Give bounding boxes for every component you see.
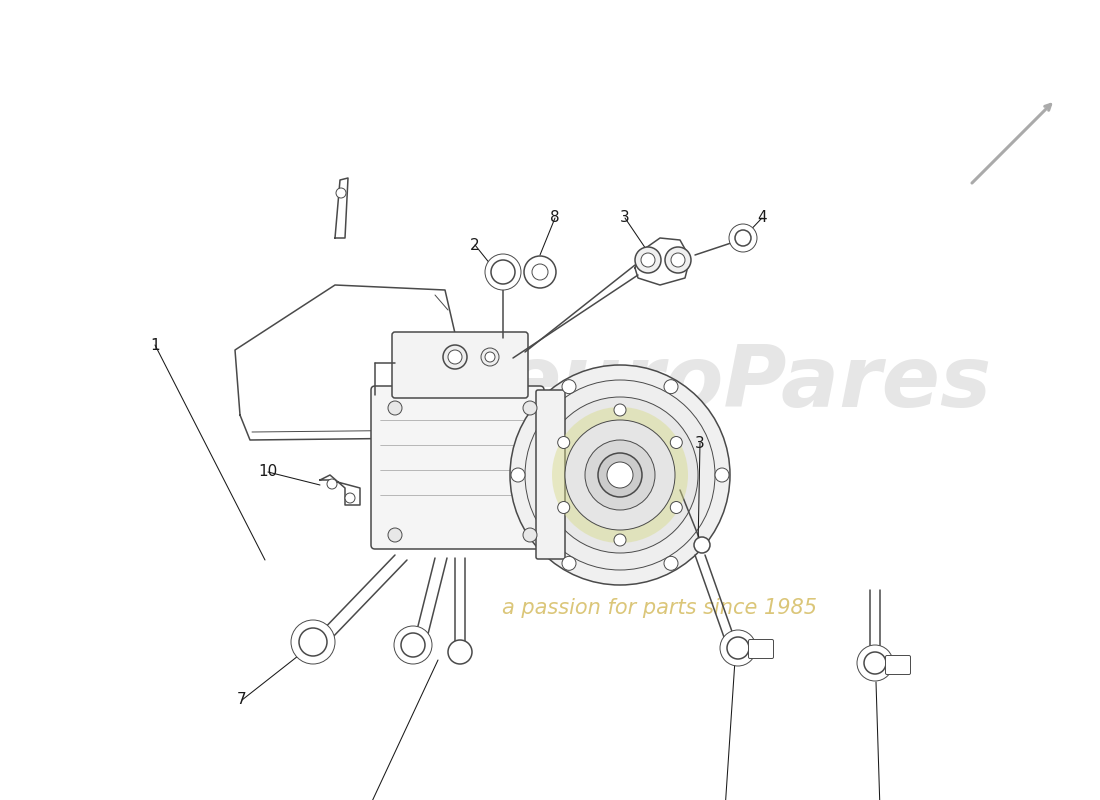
- Circle shape: [552, 407, 688, 543]
- Circle shape: [522, 528, 537, 542]
- Text: 8: 8: [550, 210, 560, 226]
- Circle shape: [562, 380, 576, 394]
- Circle shape: [510, 365, 730, 585]
- Circle shape: [715, 468, 729, 482]
- Text: 4: 4: [757, 210, 767, 226]
- Circle shape: [485, 352, 495, 362]
- Circle shape: [394, 626, 432, 664]
- Circle shape: [565, 420, 675, 530]
- Circle shape: [345, 493, 355, 503]
- Text: euroPares: euroPares: [504, 342, 992, 426]
- Circle shape: [735, 230, 751, 246]
- Circle shape: [402, 633, 425, 657]
- Circle shape: [727, 637, 749, 659]
- FancyBboxPatch shape: [748, 639, 773, 658]
- Circle shape: [292, 620, 336, 664]
- FancyBboxPatch shape: [371, 386, 544, 549]
- Circle shape: [491, 260, 515, 284]
- FancyBboxPatch shape: [536, 390, 565, 559]
- Circle shape: [299, 628, 327, 656]
- Circle shape: [562, 556, 576, 570]
- FancyBboxPatch shape: [392, 332, 528, 398]
- Circle shape: [485, 254, 521, 290]
- Circle shape: [481, 348, 499, 366]
- Circle shape: [558, 502, 570, 514]
- Circle shape: [443, 345, 468, 369]
- Circle shape: [542, 397, 698, 553]
- Circle shape: [448, 350, 462, 364]
- Circle shape: [327, 479, 337, 489]
- Circle shape: [585, 440, 654, 510]
- Circle shape: [641, 253, 654, 267]
- Circle shape: [532, 264, 548, 280]
- Circle shape: [388, 401, 401, 415]
- Circle shape: [524, 256, 556, 288]
- Circle shape: [864, 652, 886, 674]
- Circle shape: [607, 462, 632, 488]
- Circle shape: [694, 537, 710, 553]
- Circle shape: [857, 645, 893, 681]
- Circle shape: [670, 437, 682, 449]
- Text: 7: 7: [238, 693, 246, 707]
- Text: a passion for parts since 1985: a passion for parts since 1985: [503, 598, 817, 618]
- Text: 10: 10: [258, 465, 277, 479]
- Circle shape: [664, 380, 678, 394]
- Circle shape: [614, 404, 626, 416]
- Circle shape: [525, 380, 715, 570]
- Circle shape: [720, 630, 756, 666]
- Circle shape: [666, 247, 691, 273]
- Text: 2: 2: [470, 238, 480, 253]
- Circle shape: [336, 188, 346, 198]
- Circle shape: [729, 224, 757, 252]
- Circle shape: [448, 640, 472, 664]
- FancyBboxPatch shape: [886, 655, 911, 674]
- Circle shape: [635, 247, 661, 273]
- Circle shape: [614, 534, 626, 546]
- Circle shape: [671, 253, 685, 267]
- Text: 3: 3: [695, 435, 705, 450]
- Text: 1: 1: [151, 338, 160, 353]
- Circle shape: [664, 556, 678, 570]
- Circle shape: [522, 401, 537, 415]
- Text: 3: 3: [620, 210, 630, 226]
- Circle shape: [558, 437, 570, 449]
- Circle shape: [512, 468, 525, 482]
- Circle shape: [670, 502, 682, 514]
- Circle shape: [598, 453, 642, 497]
- Circle shape: [388, 528, 401, 542]
